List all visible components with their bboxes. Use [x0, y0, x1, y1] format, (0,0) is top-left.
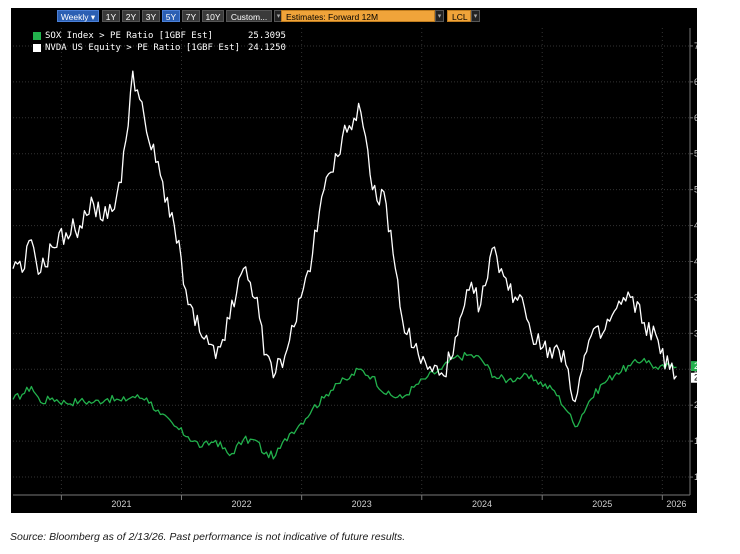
legend-label-sox: SOX Index > PE Ratio [1GBF Est] — [45, 31, 213, 41]
y-tick-label: 70.00 — [694, 41, 697, 51]
nvda-last-value-label: 24.12 — [694, 373, 697, 383]
y-axis: 10.0015.0020.0025.0030.0035.0040.0045.00… — [689, 28, 697, 495]
toolbar: Weekly ▾ 1Y 2Y 3Y 5Y 7Y 10Y Custom... ▾ … — [11, 8, 697, 25]
y-tick-label: 20.00 — [694, 400, 697, 410]
y-tick-label: 45.00 — [694, 221, 697, 231]
nvda-pe-line — [12, 70, 678, 403]
range-2y-button[interactable]: 2Y — [122, 10, 140, 22]
y-tick-label: 15.00 — [694, 436, 697, 446]
estimates-label: Estimates: Forward 12M — [286, 12, 379, 22]
x-tick-label: 2023 — [352, 499, 372, 509]
grid — [13, 28, 690, 495]
range-5y-button[interactable]: 5Y — [162, 10, 180, 22]
legend-label-nvda: NVDA US Equity > PE Ratio [1GBF Est] — [45, 43, 241, 53]
source-note: Source: Bloomberg as of 2/13/26. Past pe… — [10, 531, 406, 543]
estimates-dropdown[interactable]: Estimates: Forward 12M — [281, 10, 435, 22]
currency-label: LCL — [452, 12, 468, 22]
sox-last-value-label: 25.31 — [694, 361, 697, 371]
currency-dropdown[interactable]: LCL — [447, 10, 471, 22]
y-tick-label: 35.00 — [694, 292, 697, 302]
x-tick-label: 2022 — [232, 499, 252, 509]
range-3y-button[interactable]: 3Y — [142, 10, 160, 22]
frequency-label: Weekly — [60, 12, 89, 22]
pe-ratio-chart: 10.0015.0020.0025.0030.0035.0040.0045.00… — [12, 28, 697, 509]
legend-swatch-sox — [33, 32, 41, 40]
legend-value-nvda: 24.1250 — [248, 43, 286, 53]
y-tick-label: 50.00 — [694, 185, 697, 195]
range-7y-button[interactable]: 7Y — [182, 10, 200, 22]
estimates-chevron-down-icon[interactable]: ▾ — [435, 10, 444, 22]
currency-chevron-down-icon[interactable]: ▾ — [471, 10, 480, 22]
y-tick-label: 65.00 — [694, 77, 697, 87]
sox-last-value-tag — [691, 361, 697, 372]
range-1y-button[interactable]: 1Y — [102, 10, 120, 22]
chart-panel: Weekly ▾ 1Y 2Y 3Y 5Y 7Y 10Y Custom... ▾ … — [11, 8, 697, 513]
nvda-last-value-tag — [691, 372, 697, 383]
x-tick-label: 2024 — [472, 499, 492, 509]
y-tick-label: 30.00 — [694, 328, 697, 338]
y-tick-label: 40.00 — [694, 257, 697, 267]
sox-pe-line — [12, 351, 677, 460]
range-custom-button[interactable]: Custom... — [226, 10, 272, 22]
series-lines — [12, 70, 678, 460]
last-value-markers: 25.31 24.12 — [691, 361, 697, 383]
frequency-select[interactable]: Weekly ▾ — [57, 10, 99, 22]
legend-swatch-nvda — [33, 44, 41, 52]
range-10y-button[interactable]: 10Y — [202, 10, 224, 22]
x-tick-label: 2025 — [592, 499, 612, 509]
y-tick-label: 10.00 — [694, 472, 697, 482]
x-axis: 2021 2022 2023 2024 2025 2026 — [13, 494, 690, 509]
legend-value-sox: 25.3095 — [248, 31, 286, 41]
x-tick-label: 2026 — [666, 499, 686, 509]
x-tick-label: 2021 — [111, 499, 131, 509]
y-tick-label: 55.00 — [694, 149, 697, 159]
y-tick-label: 60.00 — [694, 113, 697, 123]
